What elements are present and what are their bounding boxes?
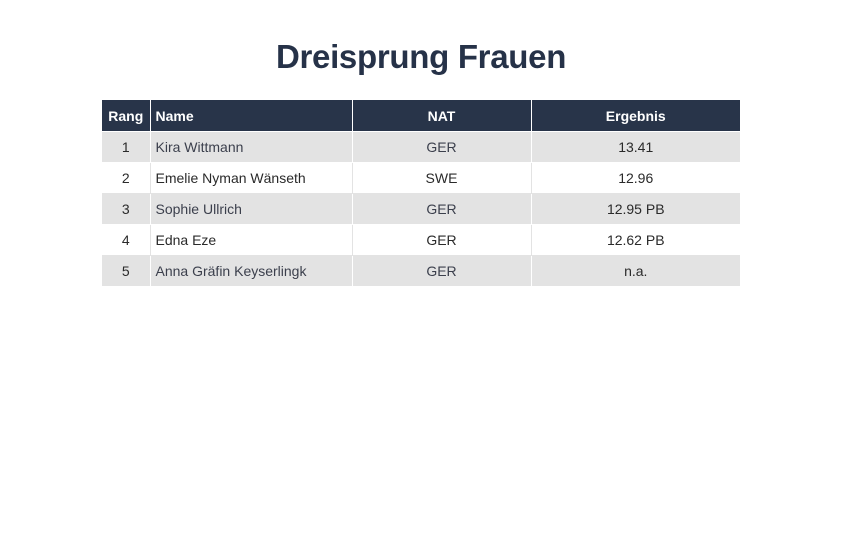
page-title: Dreisprung Frauen (275, 38, 567, 75)
cell-ergebnis: 12.62 PB (530, 224, 740, 256)
cell-name: Sophie Ullrich (149, 193, 352, 225)
cell-name: Emelie Nyman Wänseth (149, 162, 352, 194)
column-header-nat: NAT (351, 100, 531, 132)
cell-ergebnis: 12.96 (530, 162, 740, 194)
cell-nat: SWE (351, 162, 531, 194)
cell-nat: GER (351, 131, 531, 163)
cell-ergebnis: 12.95 PB (530, 193, 740, 225)
table-row: 1 Kira Wittmann GER 13.41 (102, 131, 740, 163)
table-header-row: Rang Name NAT Ergebnis (102, 100, 740, 132)
cell-rang: 4 (102, 224, 150, 256)
cell-name: Edna Eze (149, 224, 352, 256)
cell-rang: 3 (102, 193, 150, 225)
table-row: 3 Sophie Ullrich GER 12.95 PB (102, 193, 740, 225)
cell-name: Anna Gräfin Keyserlingk (149, 255, 352, 287)
cell-nat: GER (351, 224, 531, 256)
table-row: 5 Anna Gräfin Keyserlingk GER n.a. (102, 255, 740, 287)
cell-rang: 2 (102, 162, 150, 194)
cell-rang: 5 (102, 255, 150, 287)
column-header-name: Name (149, 100, 352, 132)
column-header-ergebnis: Ergebnis (530, 100, 740, 132)
cell-nat: GER (351, 193, 531, 225)
results-table: Rang Name NAT Ergebnis 1 Kira Wittmann G… (102, 100, 740, 287)
cell-rang: 1 (102, 131, 150, 163)
table-row: 4 Edna Eze GER 12.62 PB (102, 224, 740, 256)
table-row: 2 Emelie Nyman Wänseth SWE 12.96 (102, 162, 740, 194)
column-header-rang: Rang (102, 100, 150, 132)
cell-name: Kira Wittmann (149, 131, 352, 163)
cell-ergebnis: n.a. (530, 255, 740, 287)
cell-ergebnis: 13.41 (530, 131, 740, 163)
cell-nat: GER (351, 255, 531, 287)
